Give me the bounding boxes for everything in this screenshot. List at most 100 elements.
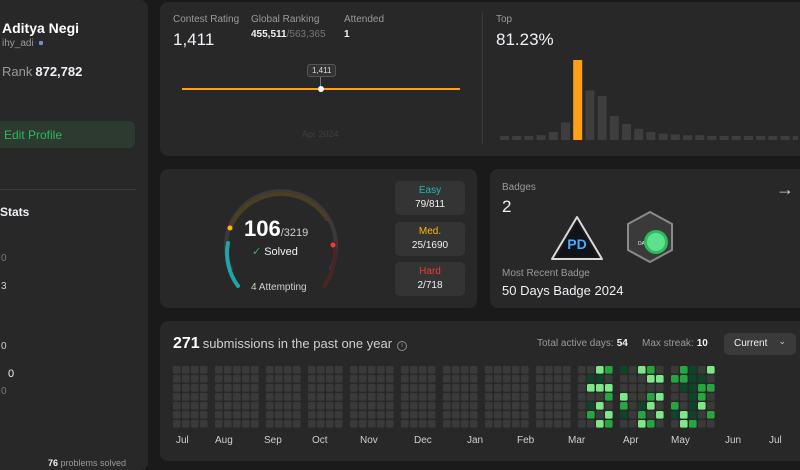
heatmap-cell <box>350 366 358 374</box>
heatmap-cell <box>200 393 208 401</box>
heatmap-cell <box>428 402 436 410</box>
histogram-bar <box>792 136 798 140</box>
hard-stat[interactable]: Hard 2/718 <box>395 262 465 296</box>
info-icon[interactable]: i <box>397 341 408 351</box>
heatmap-cell <box>182 384 190 392</box>
heatmap-cell <box>545 420 553 428</box>
heatmap-cell <box>410 393 418 401</box>
recent-badge-label: Most Recent Badge <box>502 268 590 279</box>
top-percent-value: 81.23% <box>496 30 554 49</box>
heatmap-cell <box>308 411 316 419</box>
heatmap-cell <box>173 375 181 383</box>
heatmap-cell <box>401 420 409 428</box>
heatmap-cell <box>536 366 544 374</box>
heatmap-cell <box>578 411 586 419</box>
heatmap-cell <box>470 402 478 410</box>
heatmap-cell <box>335 375 343 383</box>
heatmap-cell <box>359 375 367 383</box>
heatmap-cell <box>671 420 679 428</box>
heatmap-cell <box>350 402 358 410</box>
heatmap-cell <box>605 393 613 401</box>
heatmap-cell <box>224 420 232 428</box>
heatmap-cell <box>587 420 595 428</box>
heatmap-cell <box>578 366 586 374</box>
stat-row-zero-value: 0 <box>8 368 15 380</box>
heatmap-cell <box>377 384 385 392</box>
heatmap-cell <box>182 375 190 383</box>
heatmap-cell <box>335 384 343 392</box>
heatmap-cell <box>671 402 679 410</box>
stat-row-3-value: 0 <box>1 341 7 352</box>
heatmap-cell <box>350 393 358 401</box>
username-text: ihy_adi <box>2 38 34 49</box>
hard-label: Hard <box>419 266 441 277</box>
heatmap-cell <box>638 366 646 374</box>
heatmap-cell <box>689 384 697 392</box>
heatmap-cell <box>293 411 301 419</box>
histogram-bar <box>756 136 766 140</box>
heatmap-cell <box>428 366 436 374</box>
heatmap-cell <box>503 384 511 392</box>
heatmap-cell <box>275 393 283 401</box>
heatmap-cell <box>521 420 529 428</box>
chevron-down-icon: ⌄ <box>778 336 786 346</box>
heatmap-cell <box>266 375 274 383</box>
heatmap-cell <box>275 366 283 374</box>
histogram-bar <box>622 124 631 140</box>
heatmap-cell <box>233 420 241 428</box>
heatmap-cell <box>368 420 376 428</box>
heatmap-cell <box>563 402 571 410</box>
profile-rank: Rank 872,782 <box>2 64 82 79</box>
heatmap-cell <box>629 402 637 410</box>
heatmap-cell <box>275 375 283 383</box>
heatmap-cell <box>224 402 232 410</box>
heatmap-cell <box>215 384 223 392</box>
solved-problems-card: 106/3219 ✓ Solved 4 Attempting Easy 79/81… <box>160 169 477 308</box>
heatmap-cell <box>386 402 394 410</box>
heatmap-cell <box>671 366 679 374</box>
max-streak: Max streak: 10 <box>642 338 708 349</box>
heatmap-cell <box>680 384 688 392</box>
profile-sidebar: Aditya Negi ihy_adi Rank 872,782 Edit Pro… <box>0 0 148 470</box>
heatmap-cell <box>359 366 367 374</box>
heatmap-cell <box>200 366 208 374</box>
heatmap-cell <box>503 375 511 383</box>
heatmap-cell <box>251 420 259 428</box>
heatmap-cell <box>545 384 553 392</box>
attended-value: 1 <box>344 29 350 40</box>
heatmap-cell <box>656 411 664 419</box>
heatmap-cell <box>317 375 325 383</box>
active-days-value: 54 <box>616 338 628 349</box>
easy-stat[interactable]: Easy 79/811 <box>395 181 465 215</box>
heatmap-cell <box>224 393 232 401</box>
heatmap-cell <box>620 402 628 410</box>
contest-rating-value: 1,411 <box>173 30 215 49</box>
heatmap-cell <box>521 384 529 392</box>
heatmap-cell <box>452 384 460 392</box>
badges-count: 2 <box>502 197 512 216</box>
histogram-bar <box>707 136 717 140</box>
heatmap-cell <box>401 375 409 383</box>
arrow-right-icon[interactable]: → <box>776 179 794 199</box>
attempting-label: 4 Attempting <box>251 282 307 293</box>
year-selector[interactable]: Current ⌄ <box>724 333 796 355</box>
heatmap-cell <box>545 375 553 383</box>
medium-stat[interactable]: Med. 25/1690 <box>395 222 465 256</box>
heatmap-cell <box>554 366 562 374</box>
rating-point[interactable] <box>318 86 324 92</box>
heatmap-cell <box>317 402 325 410</box>
active-days: Total active days: 54 <box>537 338 628 349</box>
edit-profile-button[interactable]: Edit Profile <box>0 121 135 148</box>
heatmap-cell <box>419 420 427 428</box>
heatmap-cell <box>605 411 613 419</box>
heatmap-cell <box>545 411 553 419</box>
rating-histogram <box>500 60 798 140</box>
heatmap-cell <box>242 375 250 383</box>
heatmap-cell <box>242 393 250 401</box>
heatmap-cell <box>512 375 520 383</box>
badge-icons: PD DAYS <box>551 210 673 264</box>
heatmap-cell <box>359 393 367 401</box>
heatmap-cell <box>461 393 469 401</box>
heatmap-cell <box>233 411 241 419</box>
heatmap-cell <box>242 402 250 410</box>
